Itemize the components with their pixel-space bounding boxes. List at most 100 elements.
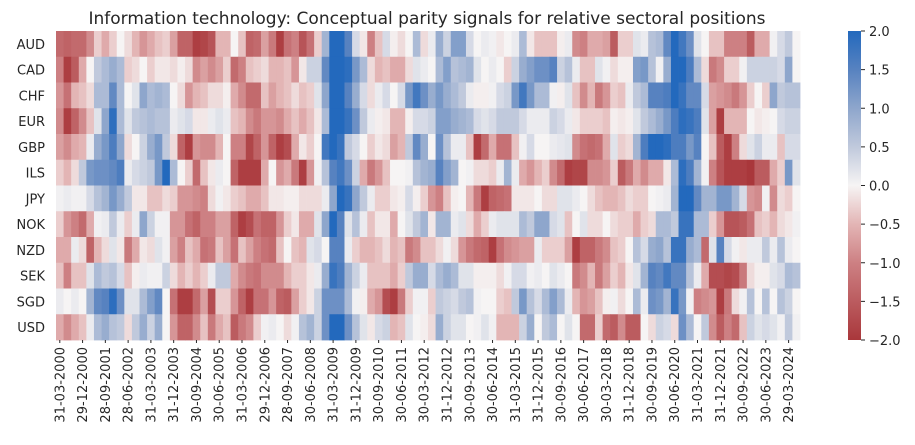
heatmap-cell (298, 108, 307, 135)
heatmap-cell (435, 314, 444, 341)
heatmap-cell (177, 56, 186, 83)
heatmap-cell (746, 185, 755, 212)
heatmap-cell (420, 134, 429, 161)
heatmap-cell (86, 56, 95, 83)
heatmap-cell (724, 159, 733, 186)
row-label: CAD (17, 64, 45, 79)
heatmap-cell (450, 262, 459, 289)
heatmap-cell (185, 185, 194, 212)
heatmap-cell (724, 82, 733, 109)
heatmap-cell (260, 82, 269, 109)
heatmap-cell (253, 288, 262, 315)
heatmap-cell (686, 288, 695, 315)
heatmap-cell (352, 237, 361, 264)
heatmap-cell (154, 108, 163, 135)
heatmap-cell (610, 211, 619, 238)
heatmap-cell (792, 108, 801, 135)
heatmap-cell (382, 237, 391, 264)
heatmap-cell (207, 211, 216, 238)
heatmap-cell (648, 262, 657, 289)
heatmap-cell (260, 56, 269, 83)
heatmap-cell (701, 159, 710, 186)
heatmap-cell (223, 82, 232, 109)
heatmap-cell (283, 314, 292, 341)
heatmap-cell (443, 134, 452, 161)
heatmap-cell (412, 185, 421, 212)
heatmap-cell (124, 314, 133, 341)
heatmap-cell (177, 108, 186, 135)
heatmap-cell (147, 211, 156, 238)
heatmap-cell (109, 159, 118, 186)
heatmap-cell (716, 56, 725, 83)
heatmap-cell (640, 237, 649, 264)
heatmap-cell (56, 185, 64, 212)
heatmap-cell (443, 237, 452, 264)
heatmap-cell (465, 262, 474, 289)
x-tick-label: 31-03-2009 (327, 347, 342, 423)
heatmap-cell (321, 56, 330, 83)
heatmap-cell (632, 31, 641, 58)
heatmap-cell (754, 108, 763, 135)
heatmap-cell (162, 314, 171, 341)
x-tick-label: 30-09-2022 (737, 347, 752, 423)
heatmap-cell (336, 211, 345, 238)
heatmap-cell (557, 185, 566, 212)
heatmap-cell (314, 134, 323, 161)
row-label: USD (17, 321, 45, 336)
heatmap-cell (93, 262, 102, 289)
heatmap-cell (762, 262, 771, 289)
heatmap-cell (572, 82, 581, 109)
heatmap-cell (374, 134, 383, 161)
heatmap-cell (519, 185, 528, 212)
heatmap-cell (777, 82, 786, 109)
heatmap-cell (473, 159, 482, 186)
heatmap-cell (336, 56, 345, 83)
heatmap-cell (769, 108, 778, 135)
heatmap-cell (283, 134, 292, 161)
heatmap-cell (503, 134, 512, 161)
heatmap-cell (557, 134, 566, 161)
heatmap-cell (564, 108, 573, 135)
x-tick-label: 31-12-2015 (532, 347, 547, 423)
heatmap-cell (71, 314, 80, 341)
heatmap-cell (481, 56, 490, 83)
heatmap-cell (154, 56, 163, 83)
heatmap-cell (78, 159, 87, 186)
heatmap-cell (557, 262, 566, 289)
heatmap-cell (268, 262, 277, 289)
heatmap-cell (116, 314, 125, 341)
heatmap-cell (503, 82, 512, 109)
heatmap-cell (291, 211, 300, 238)
heatmap-cell (739, 108, 748, 135)
heatmap-cell (724, 262, 733, 289)
heatmap-cell (784, 31, 793, 58)
heatmap-cell (420, 288, 429, 315)
heatmap-cell (78, 108, 87, 135)
heatmap-cell (443, 159, 452, 186)
heatmap-cell (572, 288, 581, 315)
heatmap-cell (268, 108, 277, 135)
heatmap-cell (678, 108, 687, 135)
heatmap-cell (420, 82, 429, 109)
heatmap-cell (283, 159, 292, 186)
heatmap-cell (549, 211, 558, 238)
heatmap-cell (595, 185, 604, 212)
heatmap-cell (230, 159, 239, 186)
heatmap-cell (769, 211, 778, 238)
heatmap-cell (321, 159, 330, 186)
heatmap-cell (291, 314, 300, 341)
heatmap-cell (632, 56, 641, 83)
heatmap-cell (260, 262, 269, 289)
heatmap-cell (564, 56, 573, 83)
heatmap-cell (450, 314, 459, 341)
heatmap-cell (708, 134, 717, 161)
heatmap-cell (63, 82, 72, 109)
heatmap-cell (329, 211, 338, 238)
heatmap-cell (428, 237, 436, 264)
heatmap-cell (230, 288, 239, 315)
heatmap-cell (374, 185, 383, 212)
heatmap-cell (344, 31, 353, 58)
x-tick-labels: 31-03-2000 29-12-2000 28-09-2001 28-06-2002… (53, 340, 797, 423)
heatmap-cell (587, 159, 596, 186)
heatmap-cell (777, 237, 786, 264)
